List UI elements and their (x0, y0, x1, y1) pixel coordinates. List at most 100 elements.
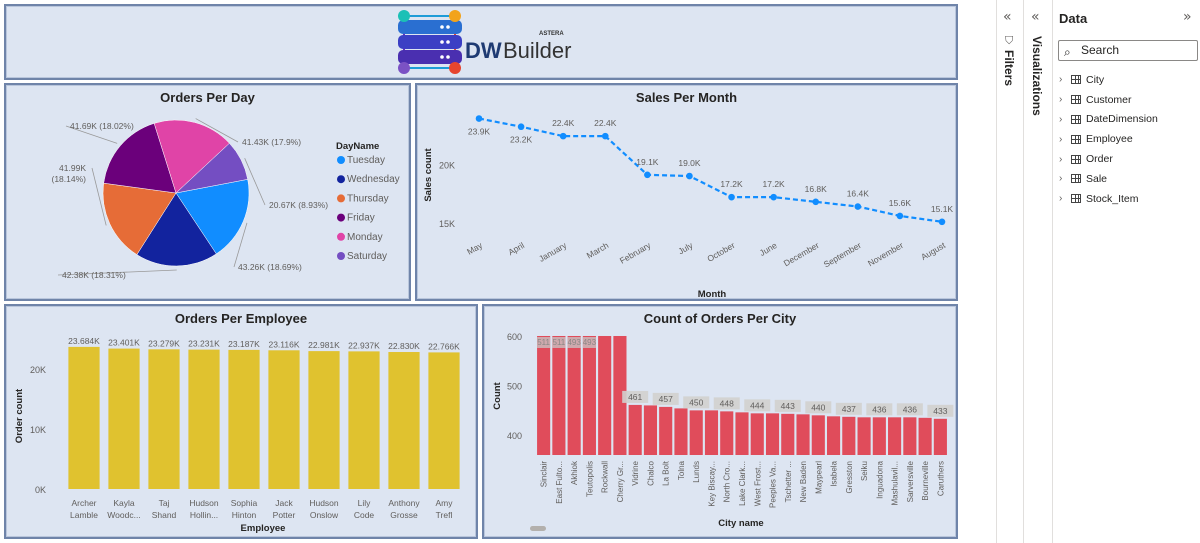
x-axis-title: Employee (241, 523, 286, 534)
x-tick-label: Amy (436, 498, 454, 508)
y-tick-label: 0K (35, 485, 46, 495)
orders-per-day-panel[interactable]: Orders Per Day 43.26K (18.69%) 42.38K (18… (4, 83, 411, 301)
bar-label-background (683, 396, 710, 409)
employee-bar (428, 352, 460, 489)
pie-data-label: 41.69K (18.02%) (70, 121, 134, 131)
data-search-input[interactable]: ⌕ Search (1058, 40, 1198, 61)
filters-pane-strip[interactable] (996, 0, 1023, 543)
x-tick-label: May (465, 240, 485, 257)
legend-item-tuesday: Tuesday (347, 155, 385, 166)
orders-per-employee-panel[interactable]: Orders Per Employee 20K 10K 0K Order count 2… (4, 304, 478, 539)
x-tick-label: Teutopolis (585, 461, 594, 497)
x-tick-label: March (585, 240, 611, 261)
x-tick-label: June (758, 240, 779, 258)
x-tick-label: Sinclair (540, 461, 549, 488)
visualizations-pane-strip[interactable] (1023, 0, 1052, 543)
sales-series-line (478, 117, 943, 223)
bar-label-background (896, 403, 923, 416)
x-tick-label: Trefl (436, 510, 453, 520)
y-axis-title: Order count (14, 388, 25, 443)
bar-data-label: 23.279K (148, 338, 180, 348)
table-item-datedimension[interactable]: › DateDimension (1059, 110, 1158, 130)
line-data-label: 22.4K (594, 118, 617, 128)
dw-builder-logo: ASTERA DW Builder (398, 10, 571, 74)
legend-item-monday: Monday (347, 232, 383, 243)
employee-bar (108, 348, 140, 489)
city-bar (567, 335, 581, 455)
orders-per-city-bar-chart[interactable]: 600 500 400 Count 511 Sinclair 511 East Fulto..… (484, 306, 960, 541)
sales-per-month-panel[interactable]: Sales Per Month 20K 15K Sales count Month 23… (415, 83, 958, 301)
x-tick-label: Gresston (845, 461, 854, 493)
city-bar (796, 414, 810, 455)
bar-data-label: 511 (537, 338, 550, 347)
chevron-right-icon[interactable]: › (1059, 153, 1063, 165)
sales-per-month-title: Sales Per Month (635, 90, 738, 105)
x-tick-label: Seiku (860, 461, 869, 481)
pie-slice-friday (103, 123, 177, 194)
bar-data-label: 440 (811, 402, 825, 412)
y-tick-label: 15K (439, 219, 455, 229)
filters-pane-label[interactable]: Filters (1002, 50, 1016, 87)
line-data-point (854, 203, 862, 210)
city-chart-scrollbar[interactable] (530, 526, 546, 531)
chevron-right-icon[interactable]: › (1059, 173, 1063, 185)
data-pane-expand-icon[interactable]: » (1183, 9, 1192, 25)
x-tick-label: Sophia (231, 498, 258, 508)
legend-item-saturday: Saturday (347, 251, 387, 262)
bar-data-label: 437 (842, 404, 856, 414)
x-tick-label: February (618, 240, 653, 266)
bar-label-background (622, 390, 649, 403)
line-data-label: 23.9K (468, 127, 491, 137)
pie-data-label: 41.43K (17.9%) (242, 137, 301, 147)
filter-funnel-icon: ⛉ (1005, 34, 1014, 47)
city-bar (857, 417, 871, 455)
y-tick-label: 400 (507, 431, 522, 441)
table-item-city[interactable]: › City (1059, 70, 1158, 90)
city-bar (643, 405, 658, 455)
table-item-stock-item[interactable]: › Stock_Item (1059, 189, 1158, 209)
orders-per-city-panel[interactable]: Count of Orders Per City 600 500 400 Count 5… (482, 304, 958, 539)
search-icon: ⌕ (1064, 45, 1071, 59)
chevron-right-icon[interactable]: › (1059, 94, 1063, 106)
city-bar (750, 413, 764, 455)
table-item-label: Order (1086, 153, 1113, 166)
legend-item-wednesday: Wednesday (347, 174, 400, 185)
employee-bar (268, 350, 300, 489)
table-item-customer[interactable]: › Customer (1059, 90, 1158, 110)
pie-data-label: 20.67K (8.93%) (269, 200, 328, 210)
y-axis-title: Sales count (423, 148, 434, 202)
x-tick-label: Hinton (232, 510, 257, 520)
filters-collapse-icon[interactable]: « (1003, 9, 1012, 25)
bar-data-label: 22.937K (348, 340, 380, 350)
x-tick-label: Akhiok (570, 460, 579, 485)
bar-label-background (927, 404, 954, 417)
orders-per-city-title: Count of Orders Per City (643, 311, 797, 326)
x-tick-label: La Bolt (662, 460, 671, 486)
table-item-sale[interactable]: › Sale (1059, 169, 1158, 189)
table-item-order[interactable]: › Order (1059, 149, 1158, 169)
x-tick-label: Taj (159, 498, 170, 508)
x-tick-label: Code (354, 510, 375, 520)
sales-per-month-line-chart[interactable]: 20K 15K Sales count Month 23.9K May 23.2K April… (417, 85, 960, 303)
report-canvas: ASTERA DW Builder Orders Per Day 43.26K … (4, 4, 958, 539)
line-data-point (601, 132, 609, 140)
y-axis-title: Count (492, 381, 503, 409)
chevron-right-icon[interactable]: › (1059, 133, 1063, 145)
x-tick-label: October (705, 240, 736, 264)
x-tick-label: Caruthers (936, 461, 945, 496)
table-item-employee[interactable]: › Employee (1059, 129, 1158, 149)
pie-leader-line (57, 269, 177, 276)
x-tick-label: July (676, 240, 695, 257)
visualizations-pane-label[interactable]: Visualizations (1030, 36, 1044, 116)
line-data-label: 23.2K (510, 135, 533, 145)
orders-per-employee-bar-chart[interactable]: 20K 10K 0K Order count 23.684K Archer Lamble 23… (6, 306, 480, 541)
visualizations-collapse-icon[interactable]: « (1031, 9, 1040, 25)
table-item-label: Employee (1086, 133, 1133, 146)
chevron-right-icon[interactable]: › (1059, 113, 1063, 125)
orders-per-day-pie-chart[interactable]: 43.26K (18.69%) 42.38K (18.31%) 41.99K(18.… (6, 85, 413, 303)
city-bar (582, 335, 596, 455)
chevron-right-icon[interactable]: › (1059, 74, 1063, 86)
chevron-right-icon[interactable]: › (1059, 193, 1063, 205)
y-tick-label: 600 (507, 332, 522, 342)
bar-data-label: 448 (720, 398, 734, 408)
